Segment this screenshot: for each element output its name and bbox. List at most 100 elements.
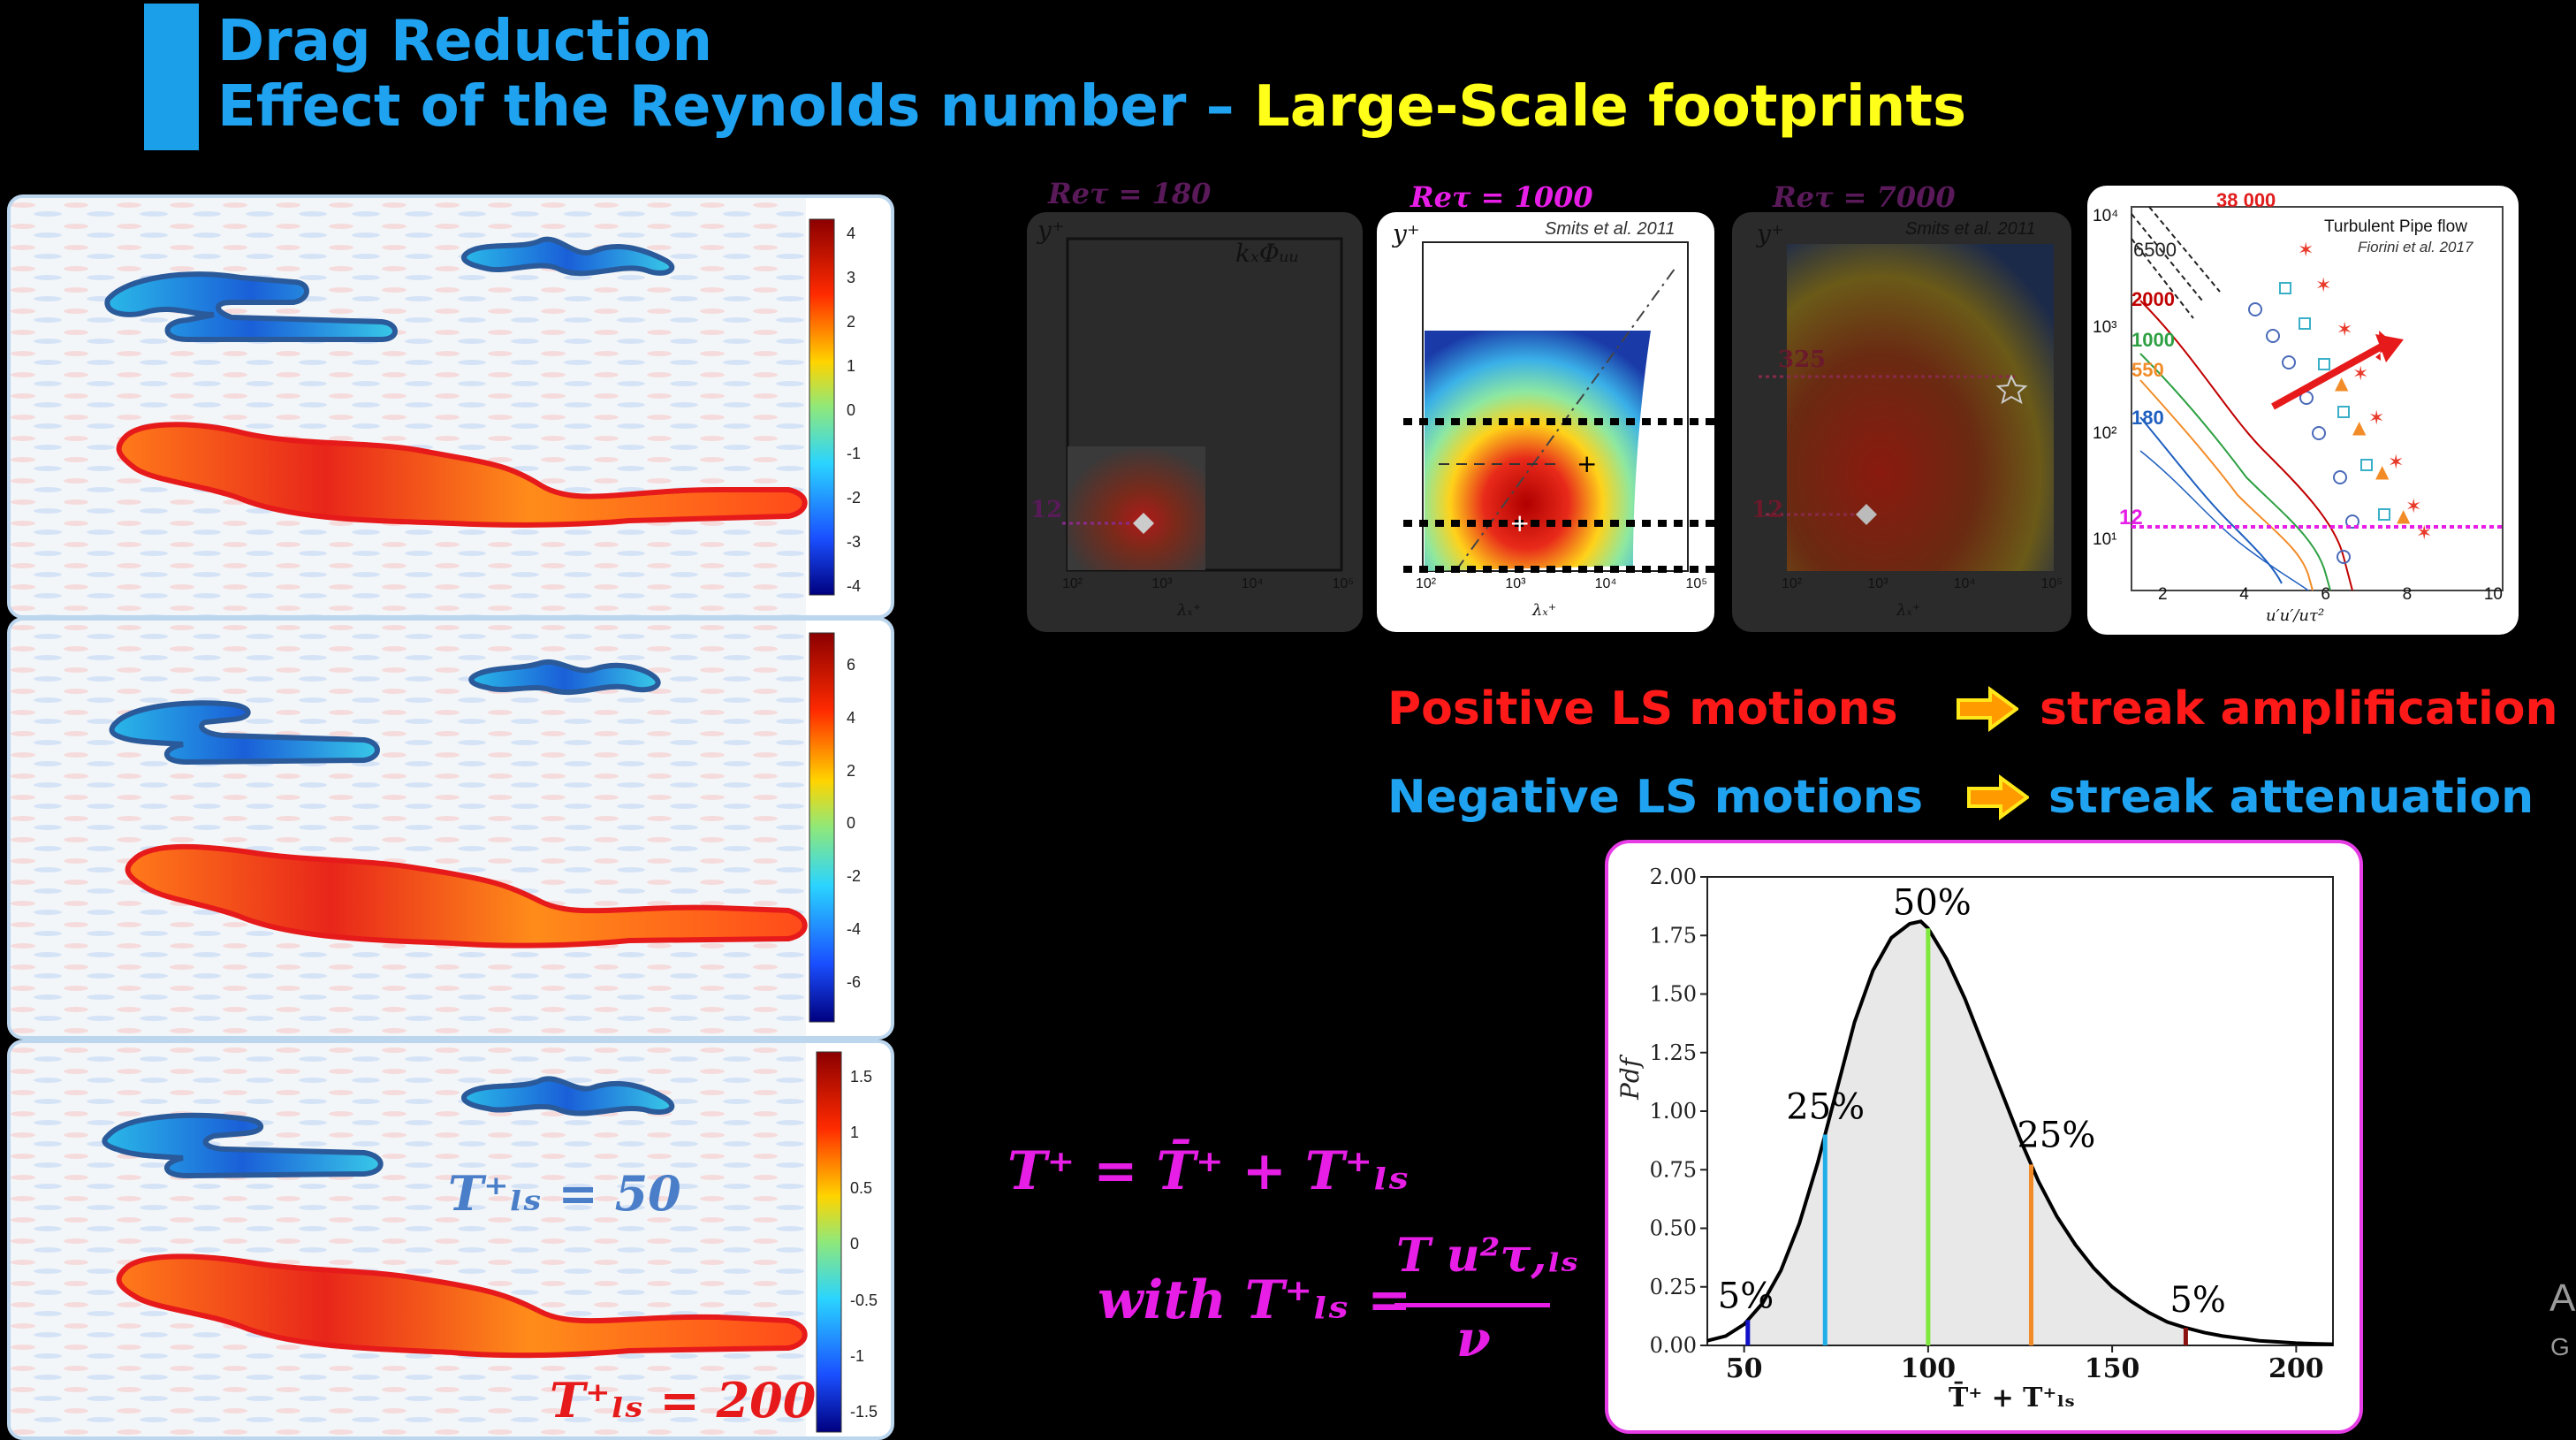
x-tick: 10 bbox=[2483, 585, 2503, 604]
colorbar-tick: -1 bbox=[850, 1346, 865, 1365]
x-tick: 4 bbox=[2239, 585, 2249, 604]
pipe-title: Turbulent Pipe flow bbox=[2324, 217, 2467, 236]
negative-motions-label: Negative LS motions bbox=[1387, 771, 1924, 824]
pdf-shaded-area bbox=[1747, 921, 2186, 1345]
colorbar-tick: 0 bbox=[847, 400, 856, 419]
spectrum-1-marker: 12 bbox=[1030, 497, 1063, 523]
colorbar-2-ticks: 6 4 2 0 -2 -4 -6 bbox=[847, 656, 882, 992]
pdf-percentile-label: 25% bbox=[1786, 1087, 1865, 1128]
positive-motions-label: Positive LS motions bbox=[1387, 682, 1898, 735]
flow-field-image-3 bbox=[11, 1043, 842, 1436]
pdf-y-tick-label: 0.50 bbox=[1650, 1216, 1697, 1241]
svg-text:✶: ✶ bbox=[2315, 275, 2331, 297]
x-tick: 6 bbox=[2321, 585, 2330, 604]
spectrum-3-xlabel: λₓ⁺ bbox=[1896, 601, 1921, 620]
formula-fraction-bar bbox=[1394, 1303, 1550, 1307]
pipe-re-1000: 1000 bbox=[2131, 329, 2175, 351]
pipe-flow-panel: ✶ ✶ ✶ ✶ ✶ ✶ ✶ ✶ ▲ ▲ ▲ ▲ Turbulent Pipe flow Fior… bbox=[2087, 186, 2519, 635]
flow-field-panel-3: 1.5 1 0.5 0 -0.5 -1 -1.5 T⁺ₗₛ = 50 T⁺ₗₛ … bbox=[7, 1040, 894, 1440]
colorbar-tick: -3 bbox=[847, 533, 862, 552]
pipe-xlabel: u′u′/uτ² bbox=[2266, 606, 2325, 625]
colorbar-tick: 2 bbox=[847, 312, 856, 331]
formula-line-1: T⁺ = T̄⁺ + T⁺ₗₛ bbox=[1007, 1140, 1410, 1202]
pdf-x-tick-label: 100 bbox=[1901, 1353, 1957, 1384]
formula-with: with T⁺ₗₛ = bbox=[1098, 1269, 1412, 1331]
x-tick: 10⁵ bbox=[1332, 576, 1354, 591]
pdf-chart: 0.00 0.25 0.50 0.75 1.00 1.25 1.50 1.75 2.00 50 10… bbox=[1650, 865, 2334, 1384]
pdf-curve bbox=[1706, 919, 2334, 1346]
spectrum-3-marker-top: 325 bbox=[1778, 347, 1827, 373]
pipe-re-180: 180 bbox=[2131, 407, 2164, 429]
spectrum-1-ylabel: y⁺ bbox=[1037, 216, 1065, 245]
spectrum-panel-1000: + + y⁺ Smits et al. 2011 10² 10³ 10⁴ 10⁵… bbox=[1377, 212, 1714, 632]
slide-subtitle: Effect of the Reynolds number – Large-Sc… bbox=[217, 74, 1966, 140]
spectrum-1-corner: kₓΦᵤᵤ bbox=[1235, 239, 1300, 268]
pipe-re-6500: 6500 bbox=[2133, 239, 2177, 261]
svg-text:✶: ✶ bbox=[2368, 408, 2384, 430]
spectrum-2-xticks: 10² 10³ 10⁴ 10⁵ bbox=[1416, 576, 1707, 592]
colorbar-tick: 2 bbox=[847, 761, 856, 780]
pdf-percentile-label: 5% bbox=[2169, 1280, 2225, 1321]
positive-arrow-icon bbox=[1957, 686, 2020, 732]
x-tick: 10² bbox=[1416, 576, 1437, 591]
negative-arrow-icon bbox=[1967, 774, 2031, 820]
x-tick: 10⁵ bbox=[2040, 576, 2063, 591]
colorbar-tick: 4 bbox=[847, 708, 856, 727]
pdf-y-tick-label: 2.00 bbox=[1650, 865, 1697, 889]
pipe-ytick-1: 10¹ bbox=[2093, 530, 2117, 549]
svg-text:✶: ✶ bbox=[2352, 363, 2368, 385]
svg-text:▲: ▲ bbox=[2397, 505, 2411, 526]
edge-text-1: A bbox=[2549, 1276, 2576, 1320]
edge-text-2: G bbox=[2550, 1333, 2570, 1360]
x-tick: 8 bbox=[2402, 585, 2413, 604]
flow-field-image-1 bbox=[11, 198, 835, 615]
svg-text:+: + bbox=[1509, 508, 1530, 537]
positive-motions-result: streak amplification bbox=[2040, 682, 2558, 735]
pdf-y-tick-label: 0.75 bbox=[1650, 1157, 1697, 1182]
pipe-subtitle: Fiorini et al. 2017 bbox=[2358, 239, 2473, 255]
label-tls-200: T⁺ₗₛ = 200 bbox=[550, 1372, 817, 1429]
pdf-y-tick-label: 1.75 bbox=[1650, 923, 1697, 948]
svg-text:✶: ✶ bbox=[2405, 496, 2421, 518]
spectrum-3-marker: 12 bbox=[1752, 497, 1784, 523]
x-tick: 10³ bbox=[1151, 576, 1173, 591]
pipe-ytick-3: 10³ bbox=[2093, 318, 2117, 337]
spectrum-1-xlabel: λₓ⁺ bbox=[1177, 601, 1202, 620]
colorbar-3-ticks: 1.5 1 0.5 0 -0.5 -1 -1.5 bbox=[850, 1068, 891, 1421]
pdf-y-tick-label: 0.25 bbox=[1650, 1275, 1697, 1299]
x-tick: 10² bbox=[1782, 576, 1803, 591]
svg-text:✶: ✶ bbox=[2337, 319, 2352, 341]
svg-text:▲: ▲ bbox=[2375, 461, 2390, 482]
pdf-chart-panel: 0.00 0.25 0.50 0.75 1.00 1.25 1.50 1.75 2.00 50 10… bbox=[1605, 840, 2363, 1434]
pipe-re-550: 550 bbox=[2131, 359, 2164, 381]
label-tls-50: T⁺ₗₛ = 50 bbox=[448, 1165, 681, 1222]
pipe-xticks: 2 4 6 8 10 bbox=[2158, 585, 2503, 605]
slide-title: Drag Reduction bbox=[217, 9, 713, 74]
pdf-y-tick-label: 0.00 bbox=[1650, 1333, 1697, 1358]
colorbar-tick: -4 bbox=[847, 920, 862, 939]
spectrum-plot-7000 bbox=[1759, 244, 2054, 571]
pipe-marker-12: 12 bbox=[2119, 506, 2143, 530]
subtitle-highlight: Large-Scale footprints bbox=[1253, 74, 1967, 140]
spectrum-1-re-label: Reτ = 180 bbox=[1048, 177, 1212, 210]
colorbar-1-ticks: 4 3 2 1 0 -1 -2 -3 -4 bbox=[847, 225, 882, 596]
colorbar-tick: 1 bbox=[847, 356, 856, 375]
x-tick: 10³ bbox=[1867, 576, 1888, 591]
svg-text:+: + bbox=[1577, 449, 1597, 478]
spectrum-1-xticks: 10² 10³ 10⁴ 10⁵ bbox=[1062, 576, 1354, 592]
x-tick: 10⁵ bbox=[1685, 576, 1707, 591]
pdf-ylabel: Pdf bbox=[1615, 1057, 1645, 1100]
x-tick: 10⁴ bbox=[1241, 576, 1264, 591]
spectrum-2-ylabel: y⁺ bbox=[1393, 219, 1420, 248]
x-tick: 10³ bbox=[1505, 576, 1526, 591]
negative-motions-result: streak attenuation bbox=[2048, 771, 2534, 824]
pdf-x-tick-label: 150 bbox=[2085, 1353, 2140, 1384]
colorbar-tick: 0 bbox=[847, 814, 856, 833]
svg-text:✶: ✶ bbox=[2298, 240, 2314, 262]
colorbar-tick: -2 bbox=[847, 489, 862, 507]
spectrum-plot-1000: + + bbox=[1403, 241, 1714, 573]
x-tick: 10⁴ bbox=[1953, 576, 1976, 591]
pipe-flow-plot: ✶✶✶ ✶✶✶ ✶✶ ▲▲▲▲ bbox=[2131, 206, 2504, 591]
spectrum-3-xticks: 10² 10³ 10⁴ 10⁵ bbox=[1782, 576, 2063, 592]
pdf-xlabel: T̄⁺ + T⁺ₗₛ bbox=[1949, 1383, 2075, 1413]
